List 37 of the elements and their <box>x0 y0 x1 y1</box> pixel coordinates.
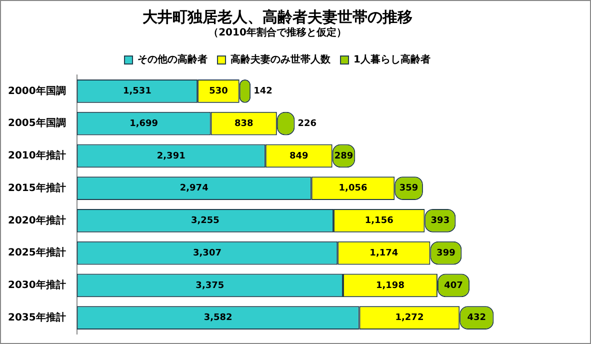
y-tick-label: 2025年推計 <box>8 246 66 259</box>
data-label: 3,582 <box>204 313 232 324</box>
data-label: 1,056 <box>338 184 368 194</box>
data-label: 359 <box>399 184 418 194</box>
data-label: 1,198 <box>376 280 404 291</box>
data-label: 2,391 <box>156 151 186 162</box>
y-tick-label: 2000年国調 <box>8 84 66 97</box>
data-label: 849 <box>289 151 308 162</box>
chart-subtitle: （2010年割合で推移と仮定） <box>208 26 346 39</box>
legend-label: 高齢夫妻のみ世帯人数 <box>230 54 332 66</box>
y-tick-label: 2030年推計 <box>8 279 66 292</box>
legend-label: その他の高齢者 <box>138 54 208 66</box>
data-label: 1,531 <box>122 86 152 97</box>
y-tick-label: 2010年推計 <box>8 150 66 162</box>
data-label: 1,699 <box>130 118 158 129</box>
y-tick-label: 2015年推計 <box>8 182 66 194</box>
data-label: 1,174 <box>370 248 398 258</box>
data-label: 393 <box>430 216 450 226</box>
y-tick-label: 2020年推計 <box>8 214 66 226</box>
data-label: 838 <box>234 118 254 129</box>
data-label: 3,255 <box>190 216 220 226</box>
y-tick-label: 2005年国調 <box>8 117 66 130</box>
chart-title: 大井町独居老人、高齢者夫妻世帯の推移 <box>142 8 412 26</box>
data-label: 1,272 <box>395 313 424 324</box>
legend-label: 1人暮らし高齢者 <box>354 54 430 66</box>
data-label: 289 <box>334 151 354 162</box>
data-label: 142 <box>254 86 272 97</box>
data-label: 399 <box>436 248 456 258</box>
data-label: 3,375 <box>196 280 224 291</box>
data-label: 3,307 <box>192 248 222 258</box>
data-label: 432 <box>467 313 486 324</box>
data-label: 226 <box>298 118 317 129</box>
data-label: 530 <box>209 86 228 97</box>
y-tick-label: 2035年推計 <box>8 311 66 324</box>
data-label: 2,974 <box>180 184 208 194</box>
data-label: 1,156 <box>364 216 394 226</box>
data-label: 407 <box>444 280 463 291</box>
